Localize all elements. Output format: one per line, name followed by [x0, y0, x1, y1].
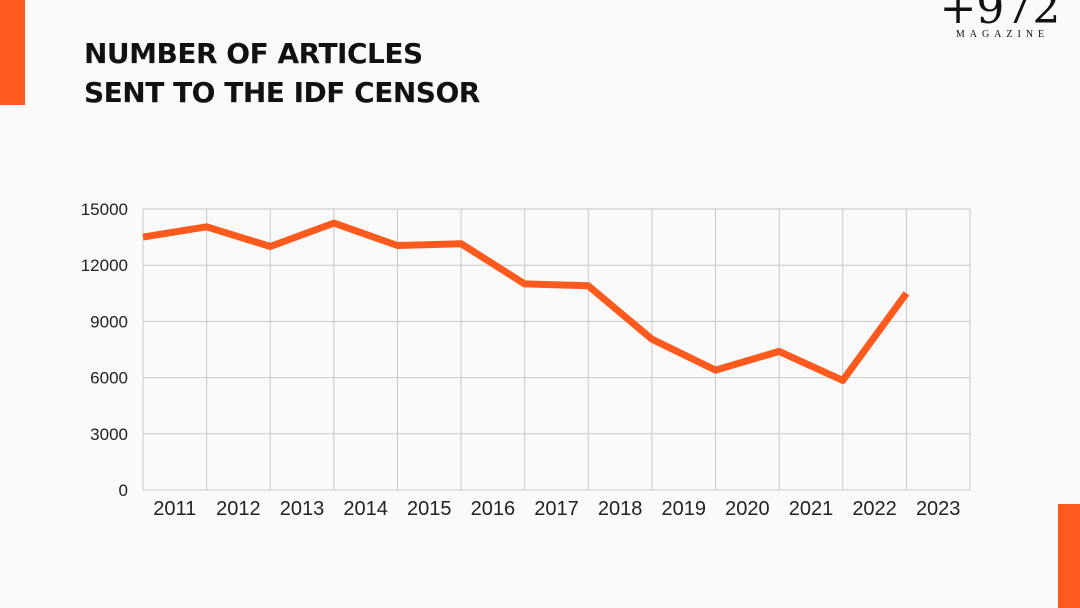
magazine-logo[interactable]: +972 MAGAZINE — [938, 0, 1062, 41]
y-tick-label: 3000 — [90, 425, 128, 444]
x-tick-label: 2015 — [407, 498, 452, 520]
y-tick-label: 6000 — [90, 369, 128, 388]
x-tick-label: 2012 — [216, 498, 261, 520]
logo-mark: +972 — [939, 0, 1061, 34]
x-tick-label: 2021 — [789, 498, 834, 520]
x-tick-label: 2020 — [725, 498, 770, 520]
x-tick-label: 2022 — [852, 498, 897, 520]
x-tick-label: 2014 — [343, 498, 388, 520]
y-tick-label: 0 — [119, 481, 128, 500]
series — [142, 219, 910, 384]
logo-subtitle: MAGAZINE — [955, 29, 1050, 40]
x-tick-label: 2023 — [916, 498, 961, 520]
y-tick-label: 12000 — [81, 256, 128, 275]
title-line-2: SENT TO THE IDF CENSOR — [84, 76, 480, 109]
y-axis-ticks: 0 3000 6000 9000 12000 15000 — [81, 200, 128, 500]
x-tick-label: 2011 — [153, 498, 196, 520]
chart-title: NUMBER OF ARTICLES SENT TO THE IDF CENSO… — [84, 34, 480, 112]
grid — [142, 208, 971, 491]
right-accent-bar — [1058, 504, 1080, 608]
y-tick-label: 15000 — [81, 200, 128, 219]
x-tick-label: 2018 — [598, 498, 643, 520]
title-line-1: NUMBER OF ARTICLES — [84, 37, 423, 70]
y-tick-label: 9000 — [90, 312, 128, 331]
x-tick-label: 2013 — [280, 498, 325, 520]
series-line — [142, 219, 910, 384]
x-tick-label: 2019 — [661, 498, 706, 520]
left-accent-bar — [0, 0, 25, 105]
x-tick-label: 2016 — [471, 498, 516, 520]
x-tick-label: 2017 — [534, 498, 579, 520]
x-axis-ticks: 2011 2012 2013 2014 2015 2016 2017 2018 2019 2020… — [153, 498, 960, 520]
